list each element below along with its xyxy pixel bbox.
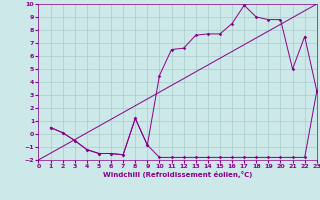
X-axis label: Windchill (Refroidissement éolien,°C): Windchill (Refroidissement éolien,°C) [103, 171, 252, 178]
